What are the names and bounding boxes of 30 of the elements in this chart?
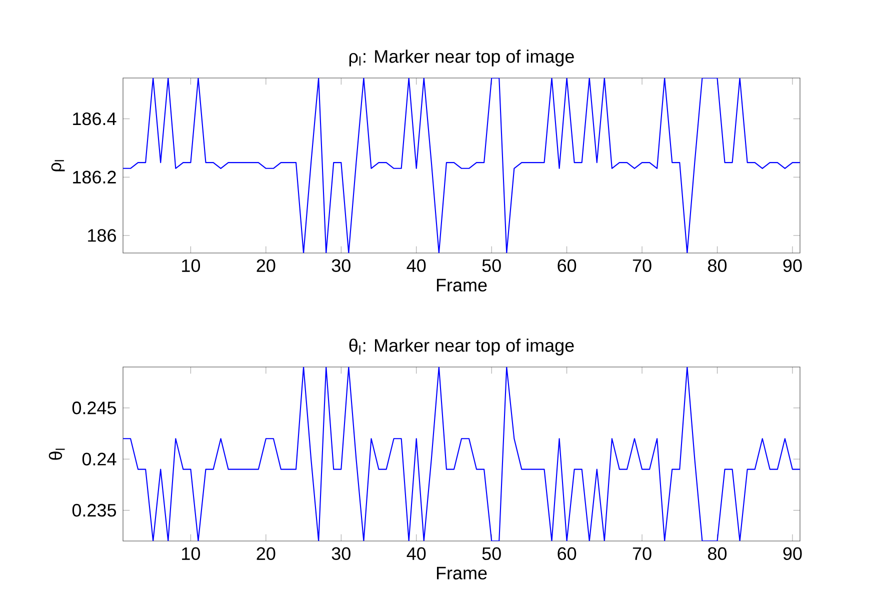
x-tick-label: 40 [406,259,426,272]
x-tick-label: 70 [632,259,652,272]
y-tick-label: 0.235 [72,504,116,517]
x-tick-label: 60 [558,547,576,560]
chart-title: θ$_{l}$: Marker near top of image [349,338,574,356]
x-axis-title: Frame [436,278,487,292]
x-tick-label: 50 [482,259,501,272]
y-tick-label: 186.4 [73,112,116,126]
y-axis-title: θ$_{l}$ [48,448,65,460]
y-axis-title: ρ$_{l}$ [51,160,65,172]
y-tick-label: 186.2 [73,170,116,184]
x-tick-label: 10 [182,547,200,560]
x-tick-label: 90 [783,259,802,272]
x-tick-label: 80 [708,259,727,272]
x-axis-title: Frame [436,566,487,580]
y-tick-label: 0.24 [82,452,116,466]
y-tick-label: 0.245 [72,402,116,414]
x-tick-label: 60 [558,259,576,272]
x-tick-label: 70 [632,547,652,560]
x-tick-label: 30 [332,547,350,560]
x-tick-label: 80 [708,547,727,560]
x-tick-label: 30 [332,259,350,272]
x-tick-label: 90 [783,547,802,560]
x-tick-label: 20 [256,259,276,272]
y-tick-label: 186 [88,229,116,242]
x-tick-label: 50 [482,547,501,560]
x-tick-label: 40 [406,547,426,560]
x-tick-label: 20 [256,547,276,560]
x-tick-label: 10 [182,259,200,272]
chart-title: ρ$_{l}$: Marker near top of image [349,50,574,66]
